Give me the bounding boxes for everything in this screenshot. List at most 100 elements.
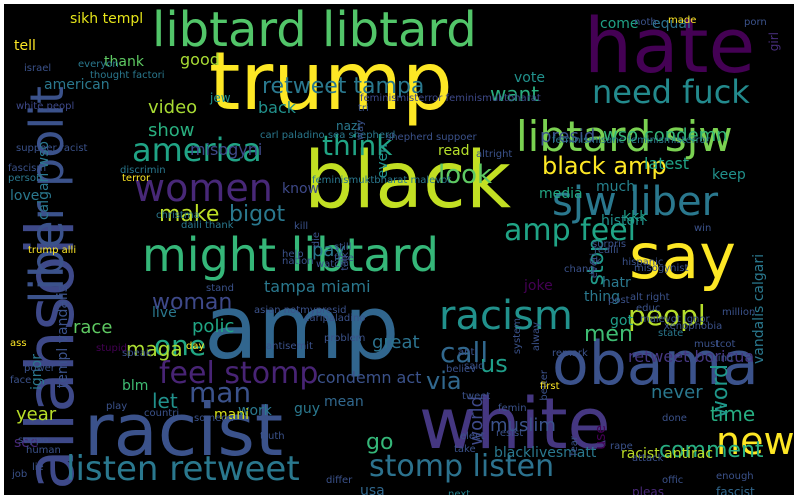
- cloud-word: mean: [324, 394, 364, 410]
- cloud-word: see: [14, 435, 39, 451]
- cloud-word: women: [134, 166, 273, 210]
- cloud-word: feminismisterror feminismuktbharat: [360, 93, 541, 104]
- cloud-word: israel: [24, 63, 52, 74]
- cloud-word: help: [282, 249, 304, 260]
- cloud-word: state: [658, 328, 684, 339]
- cloud-word: xenophobia: [664, 321, 723, 332]
- cloud-word: work: [238, 403, 272, 419]
- cloud-word: video: [148, 97, 198, 118]
- cloud-word: bigot: [229, 202, 286, 227]
- cloud-word: black: [304, 136, 512, 226]
- cloud-word: guy: [294, 401, 321, 417]
- cloud-word: win: [694, 223, 712, 234]
- cloud-word: usa: [360, 483, 385, 495]
- cloud-word: media: [539, 186, 583, 202]
- cloud-word: great: [372, 332, 420, 353]
- cloud-word: still: [334, 242, 352, 253]
- cloud-word: girl: [767, 32, 781, 52]
- cloud-word: american: [44, 77, 110, 93]
- cloud-word: might libtard: [142, 228, 439, 282]
- cloud-word: trump: [209, 35, 453, 128]
- cloud-word: live: [152, 305, 177, 321]
- cloud-word: must: [694, 339, 720, 350]
- cloud-word: surpris: [592, 239, 627, 250]
- cloud-word: feel stomp: [159, 356, 319, 391]
- cloud-word: ass: [10, 338, 27, 349]
- cloud-word: pleas: [632, 485, 664, 495]
- cloud-word: us: [480, 350, 508, 378]
- cloud-word: alt right: [630, 292, 670, 303]
- cloud-word: time: [710, 402, 756, 426]
- cloud-word: attack: [632, 453, 664, 464]
- cloud-word: face: [10, 375, 32, 386]
- cloud-word: tell: [14, 38, 36, 54]
- cloud-word: chang: [564, 264, 595, 275]
- cloud-word: peopl: [628, 299, 706, 332]
- cloud-word: elect: [460, 431, 485, 442]
- cloud-word: histori: [601, 213, 645, 229]
- cloud-word: carl paladino sea shepherd: [260, 130, 396, 141]
- cloud-word: thought factori: [90, 70, 165, 81]
- cloud-word: templ vandalis: [55, 285, 71, 389]
- cloud-word: sikh templ: [70, 11, 144, 27]
- cloud-word: equal: [652, 16, 691, 32]
- cloud-word: love: [10, 188, 40, 204]
- cloud-word: first: [540, 381, 560, 392]
- cloud-word: problem: [324, 333, 366, 344]
- cloud-word: libtard libtard: [152, 4, 477, 58]
- cloud-word: need fuck: [592, 73, 750, 111]
- cloud-word: listen retweet: [66, 449, 300, 489]
- cloud-word: call: [440, 336, 489, 369]
- cloud-word: stomp listen: [369, 449, 555, 484]
- cloud-word: daili thank: [181, 220, 234, 231]
- cloud-word: race: [73, 317, 113, 338]
- cloud-word: system: [512, 318, 523, 355]
- cloud-word: altright: [476, 149, 513, 160]
- cloud-word: amp feel: [504, 213, 636, 248]
- cloud-word: men: [584, 322, 633, 347]
- cloud-word: latest: [644, 154, 689, 173]
- cloud-word: someon: [194, 413, 234, 424]
- cloud-word: alway: [531, 322, 542, 352]
- cloud-word: rape: [610, 441, 633, 452]
- cloud-word: show: [148, 120, 195, 141]
- cloud-word: terror: [122, 173, 151, 184]
- cloud-word: hatr: [602, 275, 631, 291]
- cloud-word: misogyni: [190, 140, 263, 159]
- cloud-word: christma: [156, 210, 200, 221]
- cloud-word: presid: [540, 126, 596, 147]
- cloud-word: way: [355, 120, 366, 141]
- cloud-word: enough: [716, 471, 754, 482]
- cloud-word: play: [106, 401, 128, 412]
- cloud-word: misogynist: [634, 263, 689, 274]
- cloud-word: back: [258, 98, 297, 117]
- cloud-word: remark: [552, 348, 588, 359]
- cloud-word: libtard sjw: [516, 112, 733, 161]
- cloud-word: done: [662, 413, 687, 424]
- cloud-word: never: [651, 382, 703, 403]
- cloud-word: blm: [122, 378, 149, 394]
- cloud-word: fear: [569, 436, 580, 456]
- cloud-word: via: [426, 367, 462, 395]
- cloud-word: jew: [210, 91, 231, 105]
- cloud-word: good: [180, 50, 220, 69]
- cloud-word: man: [189, 376, 252, 409]
- cloud-word: feminismisanc feminismisterror: [552, 135, 710, 146]
- cloud-word: carlpaladino: [304, 313, 366, 324]
- cloud-word: thank: [104, 54, 144, 70]
- cloud-word: make: [159, 202, 220, 227]
- cloud-word: got: [610, 313, 633, 329]
- cloud-word: thing: [584, 289, 621, 305]
- cloud-word: kkk: [623, 209, 648, 225]
- cloud-word: human: [26, 445, 61, 456]
- cloud-word: offic: [662, 475, 684, 486]
- cloud-word: take: [454, 444, 476, 455]
- cloud-word: tampa miami: [264, 277, 371, 296]
- cloud-word: nation: [282, 256, 314, 267]
- cloud-word: discrimin: [120, 165, 166, 176]
- cloud-word: realli: [594, 245, 619, 256]
- cloud-word: kind: [712, 353, 734, 364]
- cloud-word: speak: [122, 348, 152, 359]
- cloud-word: pay: [312, 240, 346, 261]
- cloud-word: year: [16, 404, 57, 425]
